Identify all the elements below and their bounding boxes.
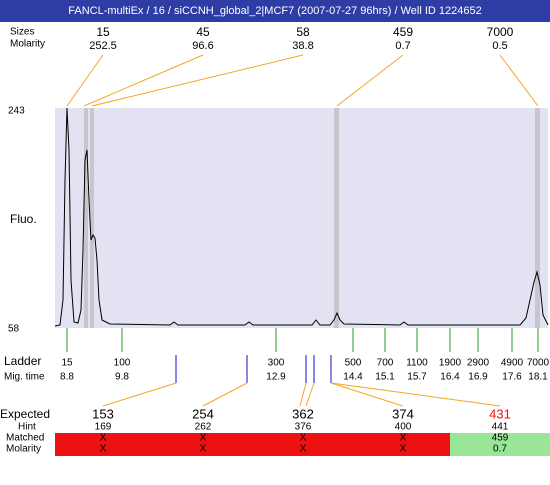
hint-size: 262 [195,422,212,433]
row-label: Expected [0,407,50,421]
row-label: Molarity [10,39,45,50]
trace [54,107,549,327]
ladder-time: 12.9 [266,372,286,383]
peak-size: 15 [96,25,110,39]
y-min: 58 [8,324,20,335]
matched-molarity: X [400,444,407,455]
matched-ok-bg [450,433,550,456]
ladder-size: 7000 [527,358,550,369]
expected-size: 374 [392,406,414,421]
matched-fail-bg [55,433,450,456]
expected-size: 431 [489,406,511,421]
ladder-size: 700 [377,358,394,369]
peak-size: 58 [296,25,310,39]
matched-size: X [300,433,307,444]
peak-connector [499,54,539,107]
matched-molarity: X [100,444,107,455]
title-bar [0,0,550,22]
ladder-time: 14.4 [343,372,363,383]
peak-molarity: 0.7 [395,40,410,52]
matched-molarity: 0.7 [493,444,507,455]
peak-connector [66,54,104,107]
peak-band [90,108,94,328]
ladder-size: 4900 [501,358,524,369]
expected-size: 254 [192,406,214,421]
matched-size: X [100,433,107,444]
peak-size: 7000 [487,25,514,39]
ladder-size: 2900 [467,358,490,369]
expected-size: 362 [292,406,314,421]
ladder-time: 17.6 [502,372,522,383]
plot-area [55,108,548,328]
row-label: Sizes [10,27,34,38]
ladder-size: 15 [61,358,73,369]
expected-connector [305,382,315,407]
hint-size: 376 [295,422,312,433]
y-label: Fluo. [10,212,37,226]
expected-connector [330,382,501,407]
expected-size: 153 [92,406,114,421]
peak-connector [83,54,204,107]
ladder-size: 100 [114,358,131,369]
ladder-size: 1900 [439,358,462,369]
y-max: 243 [8,106,25,117]
hint-size: 169 [95,422,112,433]
peak-molarity: 38.8 [292,40,313,52]
ladder-time: 15.7 [407,372,427,383]
ladder-time: 15.1 [375,372,395,383]
title: FANCL-multiEx / 16 / siCCNH_global_2|MCF… [68,5,482,17]
matched-molarity: X [300,444,307,455]
peak-molarity: 96.6 [192,40,213,52]
ladder-time: 16.9 [468,372,488,383]
matched-size: X [400,433,407,444]
row-label: Hint [18,422,36,433]
ladder-label: Ladder [4,354,41,368]
row-label: Molarity [6,444,41,455]
matched-size: 459 [492,433,509,444]
peak-band [84,108,88,328]
hint-size: 400 [395,422,412,433]
ladder-time: 16.4 [440,372,460,383]
peak-band [535,108,540,328]
matched-molarity: X [200,444,207,455]
expected-connector [299,382,307,407]
ladder-time: 9.8 [115,372,129,383]
peak-size: 459 [393,25,413,39]
expected-connector [102,382,177,407]
ladder-size: 1100 [406,358,428,369]
ladder-size: 500 [345,358,362,369]
peak-molarity: 252.5 [89,40,117,52]
peak-band [334,108,339,328]
peak-size: 45 [196,25,210,39]
hint-size: 441 [492,422,509,433]
matched-size: X [200,433,207,444]
peak-molarity: 0.5 [492,40,507,52]
ladder-time-label: Mig. time [4,372,45,383]
row-label: Matched [6,433,44,444]
ladder-time: 18.1 [528,372,548,383]
peak-connector [336,54,404,107]
ladder-time: 8.8 [60,372,74,383]
expected-connector [202,382,248,407]
peak-connector [91,54,304,107]
expected-connector [330,382,404,407]
ladder-size: 300 [268,358,285,369]
